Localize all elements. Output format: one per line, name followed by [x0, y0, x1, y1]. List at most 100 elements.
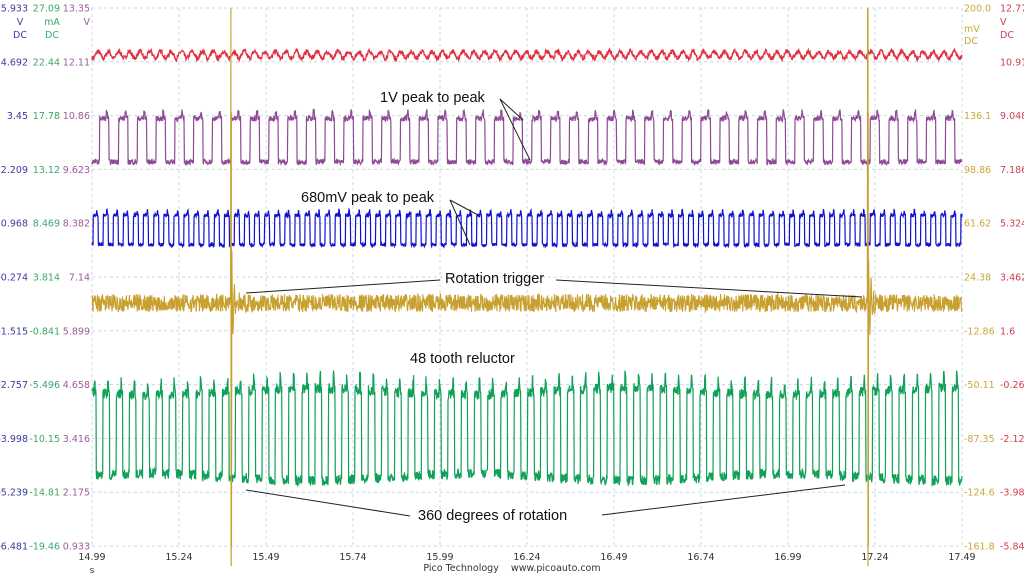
- axis-C-tick: 4.658: [63, 380, 90, 391]
- axis-D-tick: 24.38: [964, 273, 991, 284]
- axis-D-tick: 200.0: [964, 4, 991, 15]
- axis-C-tick: 0.933: [63, 542, 90, 553]
- axis-C-tick: 10.86: [63, 111, 90, 122]
- axis-B-tick: 22.44: [33, 57, 60, 68]
- axis-A-tick: -1.515: [0, 326, 28, 337]
- footer-brand: Pico Technology: [423, 563, 499, 574]
- axis-labels: 14.99 15.24 15.49 15.74 15.99 16.24 16.49 16.74…: [0, 4, 1024, 576]
- axis-C-tick: 13.35: [63, 4, 90, 15]
- x-tick-label: 16.49: [600, 552, 627, 563]
- x-tick-label: 17.24: [861, 552, 888, 563]
- axis-C-tick: 8.382: [63, 219, 90, 230]
- traces: [91, 7, 963, 566]
- annotation-360-degrees: 360 degrees of rotation: [418, 508, 567, 524]
- annotation-pointer: [449, 199, 479, 216]
- annotation-pointer: [499, 98, 524, 121]
- axis-A-tick: 2.209: [1, 165, 28, 176]
- annotation-rotation-trigger: Rotation trigger: [445, 271, 544, 287]
- axis-A-unit: V: [17, 17, 24, 28]
- annotation-pointer: [601, 484, 846, 516]
- annotation-pointer: [499, 98, 531, 161]
- x-tick-label: 16.99: [774, 552, 801, 563]
- axis-C-tick: 3.416: [63, 434, 90, 445]
- axis-A-tick: -3.998: [0, 434, 28, 445]
- axis-E-tick: 3.462: [1000, 273, 1024, 284]
- axis-B-tick: -14.81: [29, 488, 60, 499]
- annotation-1v: 1V peak to peak: [380, 90, 486, 106]
- axis-A-tick: -6.481: [0, 542, 28, 553]
- axis-A-tick: -2.757: [0, 380, 28, 391]
- annotation-680mv: 680mV peak to peak: [301, 190, 435, 206]
- axis-B-coupling: DC: [45, 30, 59, 41]
- x-tick-label: 15.49: [252, 552, 279, 563]
- axis-E-coupling: DC: [1000, 30, 1014, 41]
- axis-C-tick: 5.899: [63, 326, 90, 337]
- annotation-pointer: [245, 279, 441, 294]
- axis-E-tick: -5.849: [1000, 542, 1024, 553]
- axis-A-tick: 4.692: [1, 57, 28, 68]
- trace-C: [91, 108, 963, 167]
- axis-D-tick: -87.35: [964, 434, 995, 445]
- axis-A-tick: 0.968: [1, 219, 28, 230]
- axis-B-tick: -19.46: [29, 542, 60, 553]
- annotation-pointer: [449, 199, 471, 246]
- axis-E-tick: 12.77: [1000, 4, 1024, 15]
- axis-A-tick: -5.239: [0, 488, 28, 499]
- x-tick-label: 15.99: [426, 552, 453, 563]
- axis-E-tick: 9.048: [1000, 111, 1024, 122]
- axis-A-coupling: DC: [13, 30, 27, 41]
- axis-D-tick: 136.1: [964, 111, 991, 122]
- x-tick-label: 14.99: [78, 552, 105, 563]
- x-tick-label: 17.49: [948, 552, 975, 563]
- axis-A-tick: 5.933: [1, 4, 28, 15]
- axis-C-tick: 9.623: [63, 165, 90, 176]
- axis-C-tick: 2.175: [63, 488, 90, 499]
- axis-B-tick: 8.469: [33, 219, 60, 230]
- axis-B-tick: 13.12: [33, 165, 60, 176]
- x-unit-label: s: [90, 566, 95, 576]
- axis-A-tick: -0.274: [0, 273, 28, 284]
- axis-B-tick: 27.09: [33, 4, 60, 15]
- axis-E-tick: 5.324: [1000, 219, 1024, 230]
- axis-B-unit: mA: [44, 17, 60, 28]
- x-tick-label: 16.24: [513, 552, 540, 563]
- axis-D-unit: mV: [964, 24, 980, 35]
- axis-D-tick: -12.86: [964, 326, 995, 337]
- annotation-48-tooth: 48 tooth reluctor: [410, 351, 515, 367]
- axis-D-tick: -161.8: [964, 542, 995, 553]
- axis-E-tick: -0.262: [1000, 380, 1024, 391]
- annotations: 1V peak to peak 680mV peak to peak Rotat…: [245, 90, 863, 524]
- axis-C-unit: V: [84, 17, 91, 28]
- axis-D-tick: -50.11: [964, 380, 995, 391]
- axis-E-tick: 7.186: [1000, 165, 1024, 176]
- trace-A: [91, 207, 963, 249]
- axis-E-tick: 1.6: [1000, 326, 1015, 337]
- axis-D-tick: 98.86: [964, 165, 991, 176]
- axis-B-tick: 3.814: [33, 273, 60, 284]
- axis-C-tick: 7.14: [69, 273, 90, 284]
- axis-D-tick: 61.62: [964, 219, 991, 230]
- footer-url[interactable]: www.picoauto.com: [510, 563, 601, 574]
- axis-E-tick: -2.124: [1000, 434, 1024, 445]
- axis-A-tick: 3.45: [7, 111, 28, 122]
- x-tick-label: 15.24: [165, 552, 192, 563]
- axis-B-tick: 17.78: [33, 111, 60, 122]
- x-tick-label: 16.74: [687, 552, 714, 563]
- axis-B-tick: -10.15: [29, 434, 60, 445]
- axis-E-unit: V: [1000, 17, 1007, 28]
- trace-D: [91, 7, 963, 547]
- axis-D-coupling: DC: [964, 36, 978, 47]
- axis-C-tick: 12.11: [63, 57, 90, 68]
- trace-B: [91, 370, 963, 488]
- trace-E: [91, 47, 963, 63]
- x-tick-label: 15.74: [339, 552, 366, 563]
- axis-B-tick: -5.496: [29, 380, 60, 391]
- footer: Pico Technology www.picoauto.com: [0, 563, 1024, 574]
- axis-B-tick: -0.841: [29, 326, 60, 337]
- axis-E-tick: -3.987: [1000, 488, 1024, 499]
- annotation-pointer: [245, 489, 411, 517]
- annotation-pointer: [555, 279, 863, 298]
- axis-E-tick: 10.91: [1000, 57, 1024, 68]
- axis-D-tick: -124.6: [964, 488, 995, 499]
